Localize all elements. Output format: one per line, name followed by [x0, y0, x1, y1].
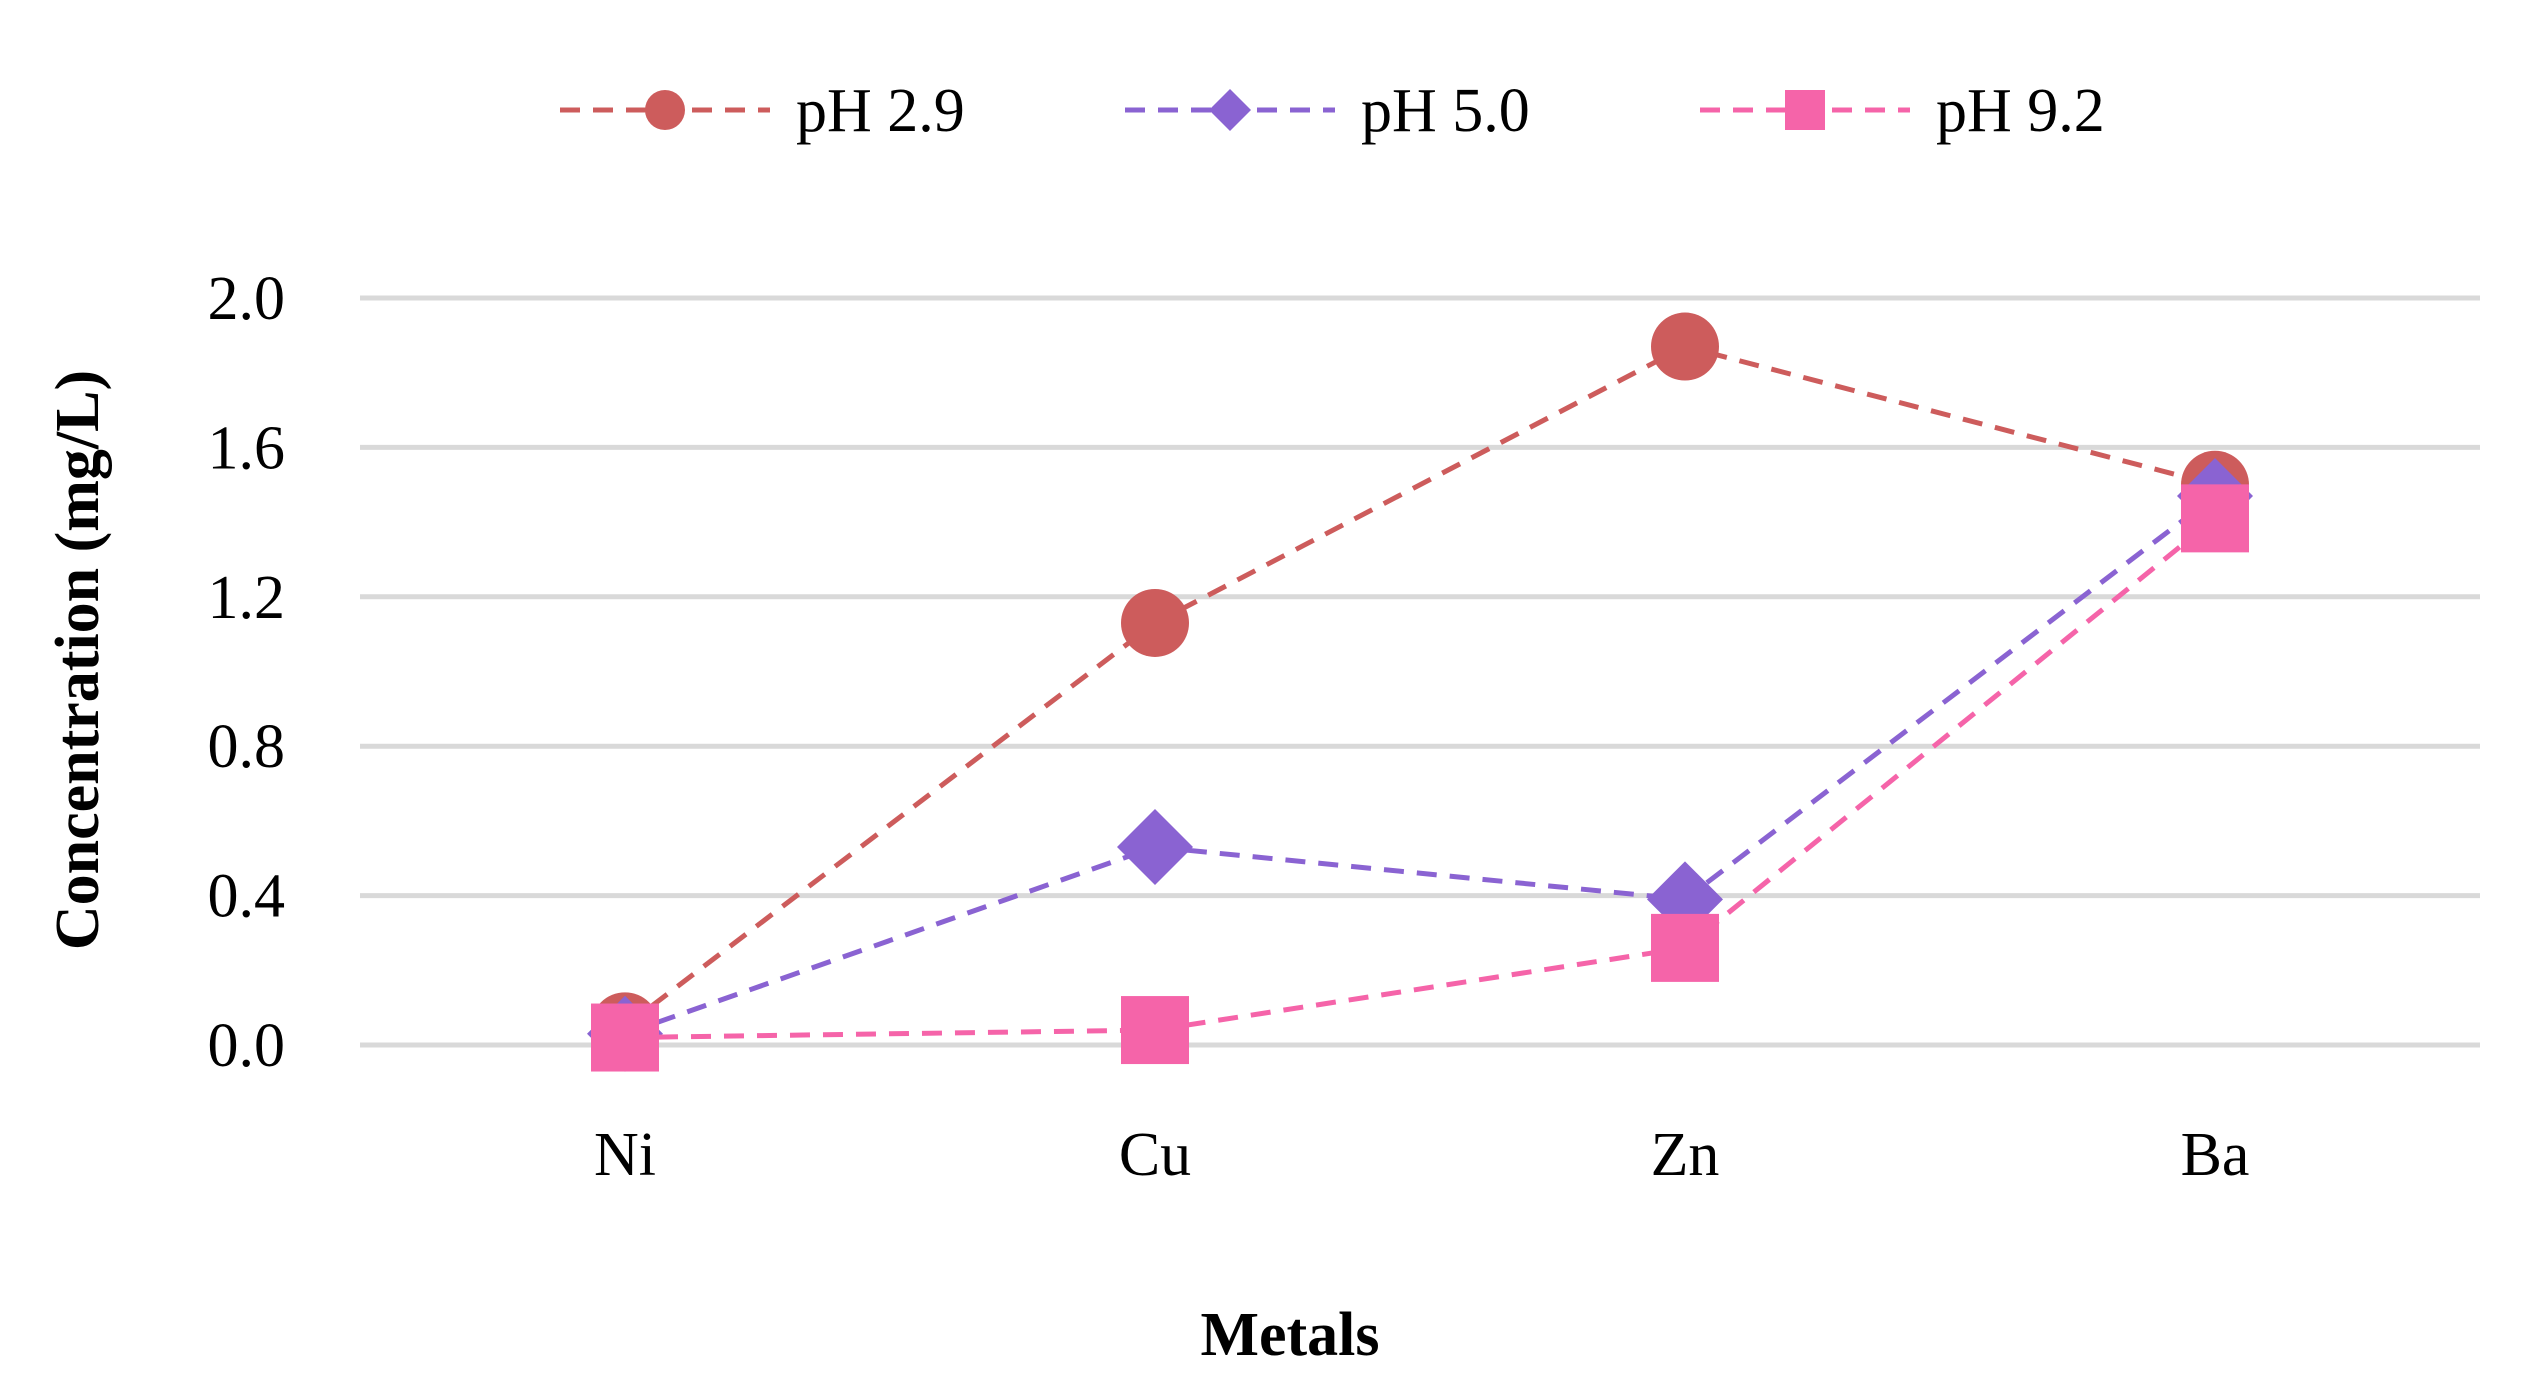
series-line: [624, 493, 2217, 1037]
series-line: [623, 343, 2216, 1029]
x-tick-label: Ba: [2181, 1121, 2250, 1189]
y-tick-label: 2.0: [208, 265, 286, 333]
x-tick-label: Ni: [594, 1121, 656, 1189]
y-axis-ticks: 0.0 0.4 0.8 1.2 1.6 2.0: [208, 265, 286, 1080]
series-group: [587, 312, 2253, 1072]
series-ph-5.0: [587, 457, 2253, 1072]
legend-item: pH 5.0: [1125, 77, 1530, 145]
y-tick-label: 0.0: [208, 1012, 286, 1080]
data-point: [1121, 588, 1189, 657]
legend: pH 2.9 pH 5.0 pH 9.2: [560, 77, 2105, 145]
x-tick-label: Cu: [1119, 1121, 1191, 1189]
legend-marker: [1209, 89, 1251, 131]
x-tick-label: Zn: [1651, 1121, 1720, 1189]
legend-marker: [645, 90, 685, 130]
legend-marker: [1785, 90, 1825, 130]
x-axis-ticks: Ni Cu Zn Ba: [594, 1121, 2249, 1189]
y-axis-title: Concentration (mg/L): [44, 370, 112, 950]
series-line: [624, 516, 2217, 1041]
legend-item: pH 9.2: [1700, 77, 2105, 145]
y-tick-label: 1.2: [208, 564, 286, 632]
y-tick-label: 0.8: [208, 713, 286, 781]
legend-label: pH 5.0: [1361, 77, 1530, 145]
y-tick-label: 0.4: [208, 863, 286, 931]
legend-label: pH 2.9: [796, 77, 965, 145]
x-axis-title: Metals: [1200, 1301, 1379, 1369]
series-ph-2.9: [591, 312, 2249, 1061]
legend-item: pH 2.9: [560, 77, 965, 145]
data-point: [1121, 996, 1189, 1065]
series-ph-9.2: [591, 484, 2249, 1072]
gridlines: [360, 295, 2480, 1048]
y-tick-label: 1.6: [208, 414, 286, 482]
data-point: [1117, 809, 1193, 886]
data-point: [1651, 913, 1719, 982]
data-point: [591, 1003, 659, 1072]
legend-label: pH 9.2: [1936, 77, 2105, 145]
data-point: [2181, 484, 2249, 553]
data-point: [1651, 312, 1719, 381]
